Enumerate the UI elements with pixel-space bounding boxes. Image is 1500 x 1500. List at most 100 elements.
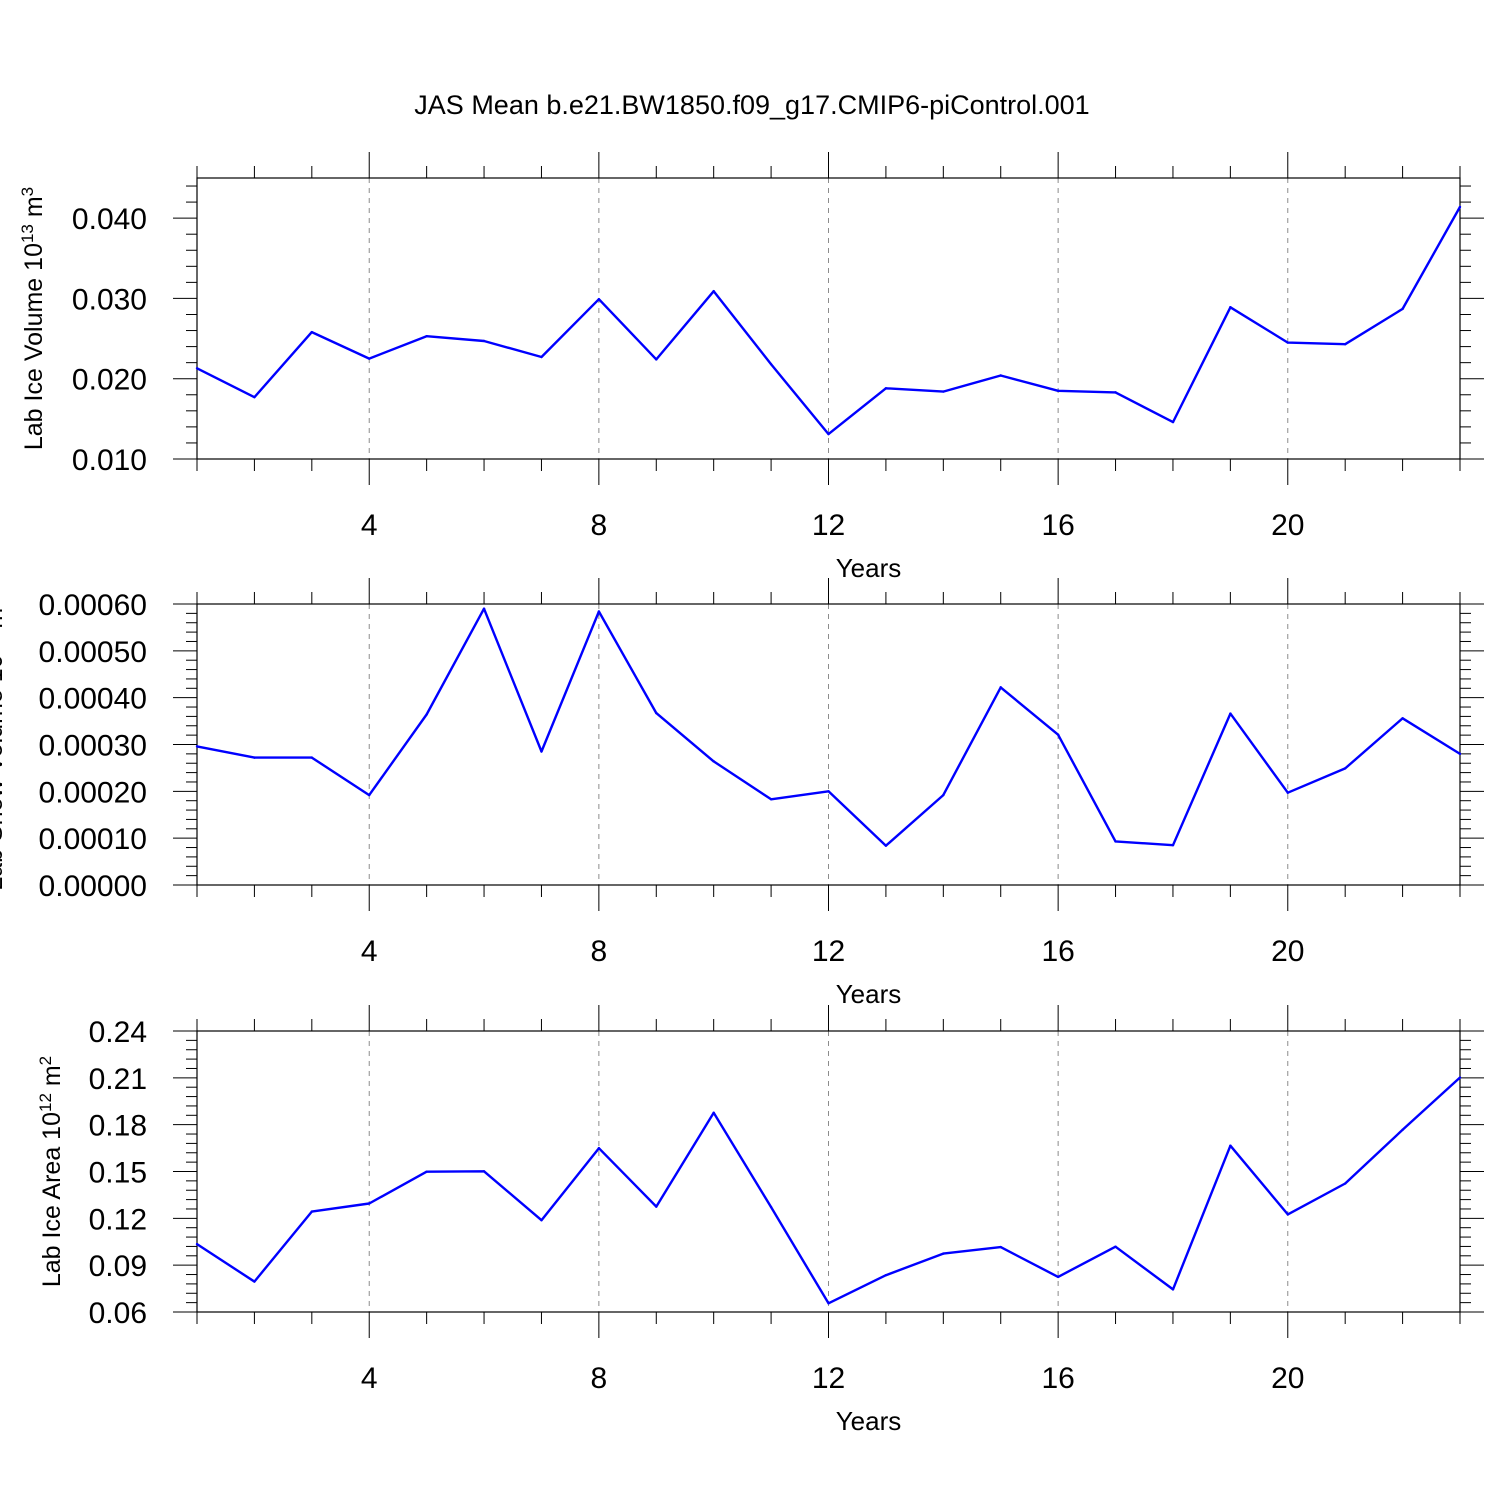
y-tick-label: 0.12 xyxy=(89,1203,147,1236)
y-tick-label: 0.21 xyxy=(89,1063,147,1096)
data-point xyxy=(655,358,658,361)
panel-3: 4 8 12 16 20 0.06 0.09 0.12 0.15 0.18 0.21 0.24 Year… xyxy=(36,1005,1484,1436)
data-point xyxy=(425,713,428,716)
x-tick-label: 8 xyxy=(591,1362,608,1395)
data-point xyxy=(1286,791,1289,794)
data-point xyxy=(827,790,830,793)
x-tick-label: 20 xyxy=(1271,509,1304,542)
y-tick-label: 0.00030 xyxy=(39,730,147,763)
data-point xyxy=(999,686,1002,689)
data-point xyxy=(195,367,199,370)
data-point xyxy=(884,844,888,847)
data-point xyxy=(195,745,199,748)
data-point xyxy=(310,756,314,759)
data-point xyxy=(1171,420,1175,424)
data-point xyxy=(597,1147,601,1150)
data-point xyxy=(942,1252,945,1255)
data-point xyxy=(769,363,773,366)
y-tick-label: 0.00010 xyxy=(39,823,147,856)
data-point xyxy=(1056,733,1060,736)
data-point xyxy=(597,298,601,301)
x-axis-label: Years xyxy=(836,1406,902,1436)
data-point xyxy=(827,1302,830,1305)
x-tick-label: 4 xyxy=(361,935,378,968)
data-point xyxy=(1171,843,1175,847)
data-point xyxy=(368,793,371,797)
data-point xyxy=(999,374,1002,377)
data-point xyxy=(1343,767,1347,770)
y-tick-label: 0.030 xyxy=(72,283,147,316)
data-point xyxy=(1114,840,1117,843)
data-point xyxy=(1114,391,1117,394)
data-point xyxy=(1343,342,1347,346)
data-point xyxy=(195,1242,199,1246)
y-tick-label: 0.00020 xyxy=(39,776,147,809)
data-point xyxy=(482,339,486,343)
data-point xyxy=(425,334,428,338)
data-point xyxy=(368,1202,371,1205)
x-tick-label: 20 xyxy=(1271,935,1304,968)
x-tick-label: 4 xyxy=(361,509,378,542)
data-point xyxy=(655,1205,658,1208)
data-point xyxy=(1286,341,1289,344)
x-tick-label: 12 xyxy=(812,1362,845,1395)
data-point xyxy=(769,798,773,801)
data-point xyxy=(1229,712,1232,715)
data-point xyxy=(597,610,601,613)
panel-2: 4 8 12 16 20 0.00000 0.00010 0.00020 0.00030 0.00… xyxy=(0,578,1484,1009)
data-point xyxy=(1401,307,1404,311)
y-tick-label: 0.040 xyxy=(72,203,147,236)
data-point xyxy=(1401,717,1404,720)
x-axis-label: Years xyxy=(836,553,902,583)
data-point xyxy=(1056,1275,1060,1279)
chart-title: JAS Mean b.e21.BW1850.f09_g17.CMIP6-piCo… xyxy=(414,90,1089,120)
data-point xyxy=(1171,1288,1175,1291)
data-point xyxy=(712,760,715,763)
data-point xyxy=(1229,306,1232,309)
data-point xyxy=(253,1280,256,1283)
data-point xyxy=(1458,752,1462,756)
y-tick-label: 0.18 xyxy=(89,1110,147,1143)
data-point xyxy=(253,756,256,759)
panels: 4 8 12 16 20 0.010 0.020 0.030 0.040 Years Lab Ice… xyxy=(0,152,1484,1436)
data-point xyxy=(884,387,888,390)
x-tick-label: 20 xyxy=(1271,1362,1304,1395)
x-tick-label: 16 xyxy=(1041,935,1074,968)
y-axis-label: Lab Ice Volume 1013 m3 xyxy=(18,187,48,450)
data-point xyxy=(884,1273,888,1277)
x-tick-label: 8 xyxy=(591,935,608,968)
data-point xyxy=(1229,1144,1232,1147)
data-point xyxy=(655,711,658,715)
y-tick-label: 0.15 xyxy=(89,1157,147,1190)
data-point xyxy=(253,395,256,399)
y-tick-label: 0.00060 xyxy=(39,589,147,622)
y-axis-label: Lab Ice Area 1012 m2 xyxy=(36,1056,66,1287)
data-point xyxy=(482,1170,486,1173)
x-tick-label: 12 xyxy=(812,935,845,968)
data-point xyxy=(368,357,371,360)
data-point xyxy=(999,1245,1002,1249)
data-point xyxy=(1458,1076,1462,1079)
y-tick-label: 0.09 xyxy=(89,1250,147,1283)
data-point xyxy=(310,1210,314,1213)
data-point xyxy=(1458,205,1462,209)
y-tick-label: 0.010 xyxy=(72,444,147,477)
data-point xyxy=(540,355,543,359)
y-tick-label: 0.24 xyxy=(89,1016,147,1049)
x-tick-label: 16 xyxy=(1041,1362,1074,1395)
data-point xyxy=(712,290,715,293)
x-tick-label: 16 xyxy=(1041,509,1074,542)
data-point xyxy=(1056,389,1060,392)
data-point xyxy=(769,1205,773,1209)
y-tick-label: 0.06 xyxy=(89,1297,147,1330)
data-point xyxy=(1401,1128,1404,1132)
data-point xyxy=(482,607,486,610)
x-tick-label: 4 xyxy=(361,1362,378,1395)
data-point xyxy=(1286,1213,1289,1216)
y-axis-label: Lab Snow Volume 1013 m3 xyxy=(0,598,8,890)
data-point xyxy=(1114,1245,1117,1248)
data-point xyxy=(540,750,543,753)
x-tick-label: 12 xyxy=(812,509,845,542)
y-tick-label: 0.00040 xyxy=(39,683,147,716)
